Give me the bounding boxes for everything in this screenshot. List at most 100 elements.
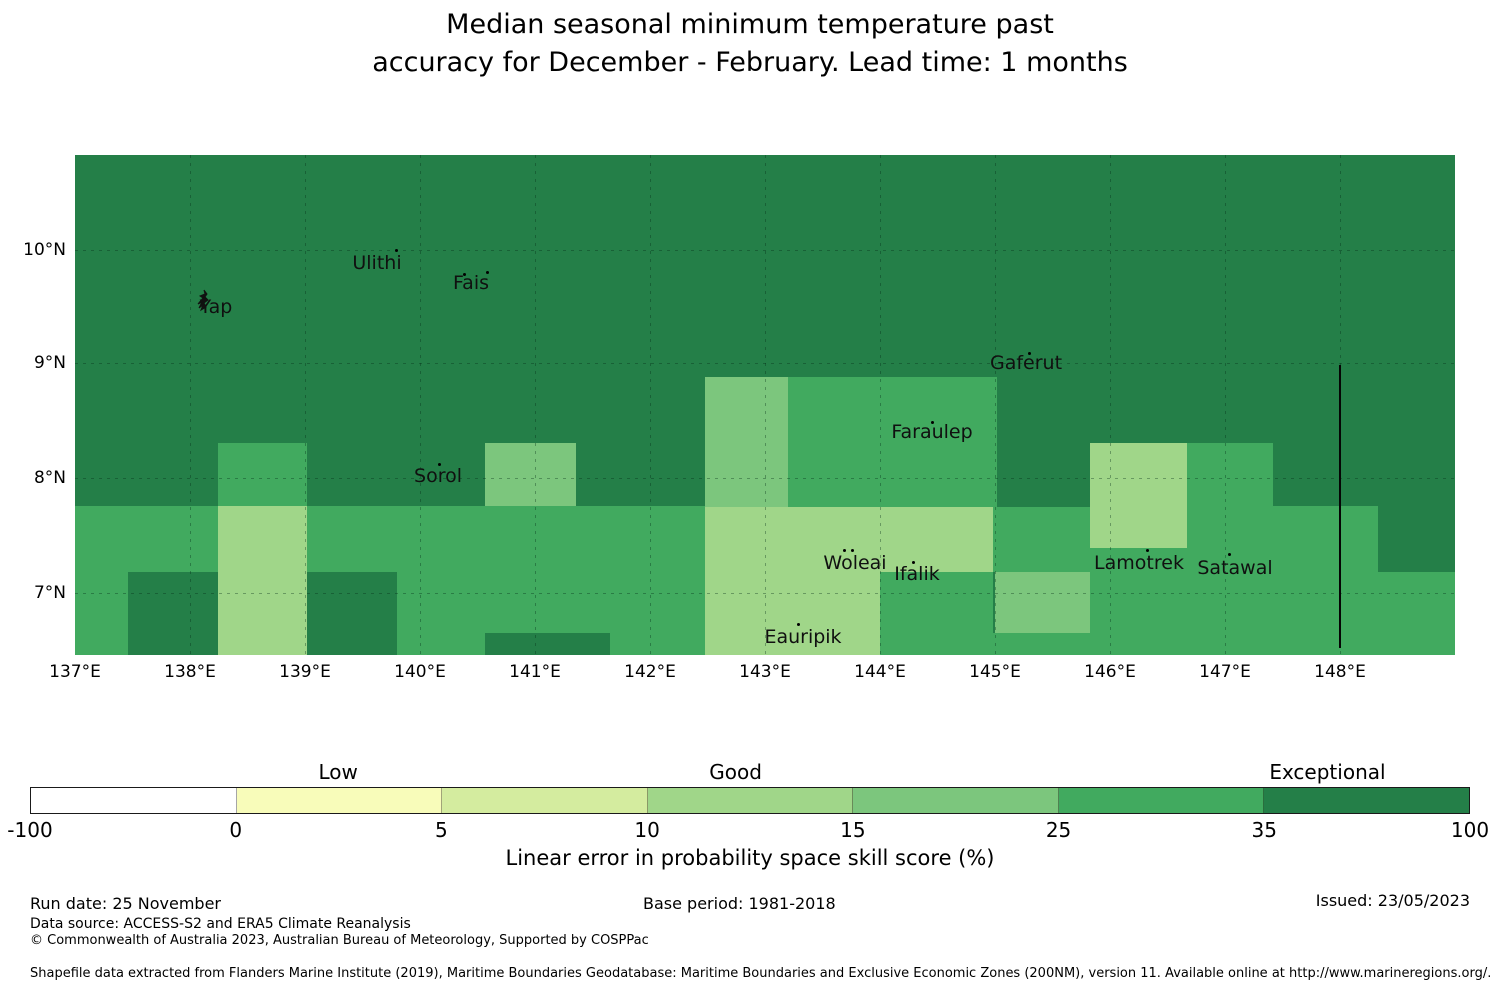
island-label-woleai: Woleai [823, 552, 887, 574]
longitude-gridline [650, 155, 651, 655]
island-label-sorol: Sorol [414, 465, 462, 487]
island-label-ifalik: Ifalik [894, 563, 940, 585]
longitude-gridline [995, 155, 996, 655]
colorbar-tick-label: 5 [435, 818, 448, 842]
heatmap-cell [1187, 443, 1273, 655]
colorbar-tick-label: 100 [1450, 818, 1490, 842]
heatmap-cell [485, 443, 576, 506]
copyright-text: © Commonwealth of Australia 2023, Austra… [30, 933, 649, 948]
island-label-lamotrek: Lamotrek [1094, 552, 1184, 574]
chart-title: Median seasonal minimum temperature past… [0, 6, 1500, 82]
heatmap-cell [995, 572, 1090, 633]
longitude-gridline [305, 155, 306, 655]
island-dot-fais [463, 273, 466, 276]
heatmap-cell [218, 506, 307, 655]
x-tick-label: 145°E [969, 662, 1021, 682]
heatmap-cell [705, 377, 788, 507]
eez-boundary-line [1339, 365, 1341, 648]
heatmap-cell [397, 633, 485, 655]
colorbar-tick-label: 0 [229, 818, 243, 842]
heatmap-cell [993, 507, 1090, 572]
y-tick-label: 7°N [33, 583, 66, 603]
shapefile-attribution-text: Shapefile data extracted from Flanders M… [30, 966, 1492, 981]
colorbar-tick-label: 10 [634, 818, 660, 842]
island-label-satawal: Satawal [1197, 557, 1273, 579]
x-tick-label: 144°E [854, 662, 906, 682]
x-tick-label: 146°E [1084, 662, 1136, 682]
colorbar-segment [442, 788, 648, 813]
island-label-yap: Yap [199, 296, 233, 318]
latitude-gridline [75, 593, 1455, 594]
island-label-faraulep: Faraulep [891, 421, 973, 443]
island-dot-sorol [438, 463, 441, 466]
x-tick-label: 141°E [509, 662, 561, 682]
heatmap-cell [75, 506, 218, 572]
colorbar-segment [31, 788, 237, 813]
island-label-ulithi: Ulithi [352, 252, 402, 274]
x-tick-label: 148°E [1314, 662, 1366, 682]
colorbar-tick-label: -100 [7, 818, 53, 842]
heatmap-cell [705, 507, 993, 572]
island-dot-ulithi [395, 249, 398, 252]
heatmap-cell [788, 377, 997, 507]
x-tick-label: 138°E [164, 662, 216, 682]
colorbar-segment [236, 788, 443, 813]
colorbar-tick-label: 25 [1045, 818, 1072, 842]
island-dot-woleai [843, 549, 846, 552]
island-dot-satawal [1228, 553, 1231, 556]
longitude-gridline [190, 155, 191, 655]
heatmap-cell [1378, 572, 1455, 655]
island-dot-eauripik [797, 623, 800, 626]
island-dot-faraulep [931, 421, 934, 424]
y-tick-label: 9°N [33, 353, 66, 373]
heatmap-cell [218, 443, 307, 506]
latitude-gridline [75, 478, 1455, 479]
colorbar-tick-label: 15 [840, 818, 866, 842]
longitude-gridline [1225, 155, 1226, 655]
heatmap-cell [993, 633, 1090, 655]
base-period-text: Base period: 1981-2018 [643, 894, 836, 913]
heatmap-cell [397, 572, 705, 633]
heatmap-cell [705, 572, 880, 655]
longitude-gridline [420, 155, 421, 655]
island-dot-gaferut [1028, 352, 1031, 355]
x-tick-label: 147°E [1199, 662, 1251, 682]
heatmap-cell [1090, 443, 1187, 548]
heatmap-cell [1273, 506, 1378, 655]
data-source-text: Data source: ACCESS-S2 and ERA5 Climate … [30, 916, 411, 932]
map-plot-area: Yap Ulithi Fais Sorol Gaferut Faraulep Woleai I… [75, 155, 1455, 655]
x-tick-label: 139°E [279, 662, 331, 682]
longitude-gridline [535, 155, 536, 655]
heatmap-cell [880, 572, 993, 655]
latitude-gridline [75, 363, 1455, 364]
longitude-gridline [1110, 155, 1111, 655]
colorbar-segment [1264, 788, 1470, 813]
yap-island-icon [197, 289, 209, 312]
x-tick-label: 140°E [394, 662, 446, 682]
longitude-gridline [765, 155, 766, 655]
chart-title-line1: Median seasonal minimum temperature past [446, 9, 1054, 40]
y-tick-label: 10°N [23, 240, 66, 260]
latitude-gridline [75, 250, 1455, 251]
x-tick-label: 142°E [624, 662, 676, 682]
x-tick-label: 137°E [49, 662, 101, 682]
colorbar [30, 787, 1470, 814]
colorbar-quality-label-low: Low [318, 760, 358, 784]
island-dot-fais [486, 271, 489, 274]
colorbar-axis-label: Linear error in probability space skill … [505, 846, 995, 870]
colorbar-segment [853, 788, 1059, 813]
colorbar-quality-label-exceptional: Exceptional [1269, 760, 1386, 784]
longitude-gridline [880, 155, 881, 655]
heatmap-cell [1090, 548, 1187, 655]
heatmap-cell [610, 633, 705, 655]
heatmap-cell [307, 506, 705, 572]
heatmap-cell [75, 572, 128, 655]
island-label-eauripik: Eauripik [764, 626, 842, 648]
island-dot-ifalik [912, 561, 915, 564]
colorbar-quality-label-good: Good [709, 760, 762, 784]
island-dot-woleai [851, 549, 854, 552]
colorbar-tick-label: 35 [1251, 818, 1278, 842]
colorbar-segment [647, 788, 854, 813]
run-date-text: Run date: 25 November [30, 894, 221, 913]
